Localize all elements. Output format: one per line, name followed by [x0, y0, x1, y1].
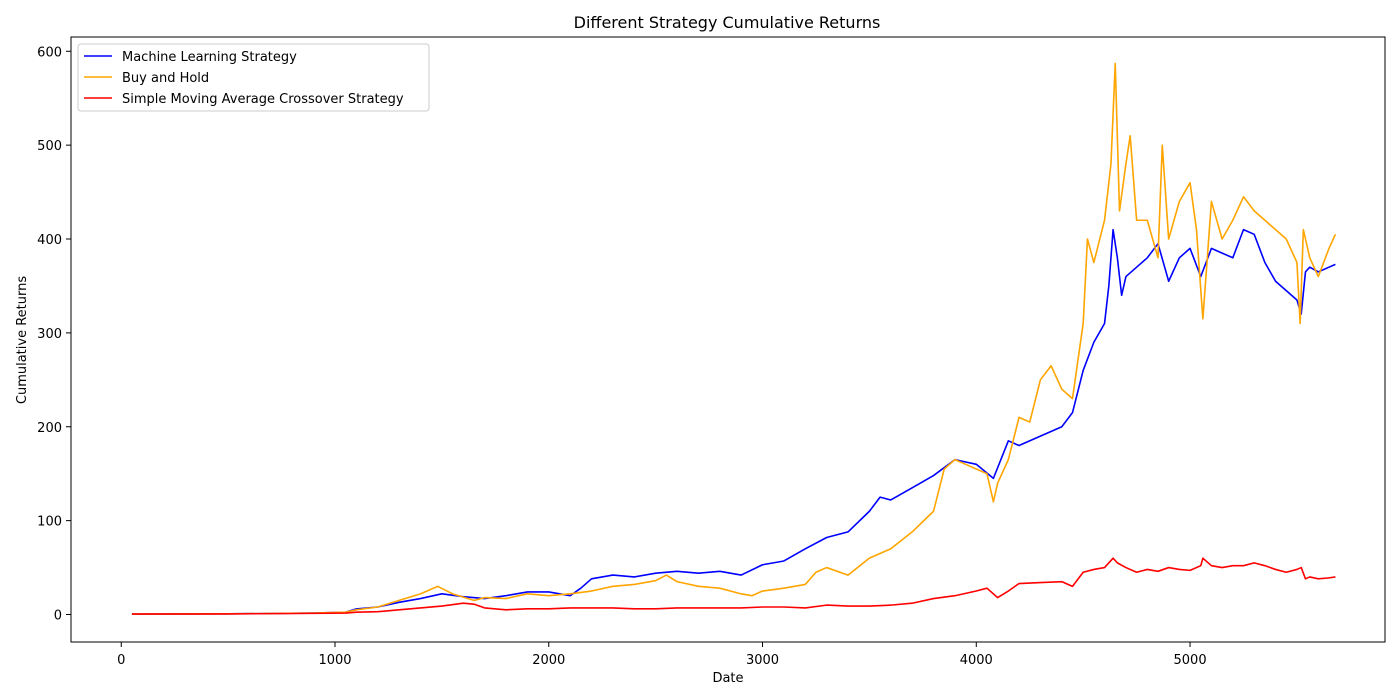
series-line-2 [131, 557, 1336, 615]
y-axis: 0 100 200 300 400 500 600 [37, 45, 71, 623]
legend-label-0: Machine Learning Strategy [122, 50, 297, 65]
x-axis: 0 1000 2000 3000 4000 5000 [117, 642, 1207, 668]
series-layer [131, 62, 1337, 615]
legend-box [77, 43, 430, 112]
legend-items: Machine Learning Strategy Buy and Hold Sim… [84, 50, 404, 107]
x-axis-label: Date [712, 671, 743, 686]
y-tick-label: 100 [37, 515, 62, 530]
y-tick-label: 400 [37, 233, 62, 248]
y-tick-label: 200 [37, 421, 62, 436]
x-tick-label: 5000 [1174, 653, 1207, 668]
legend-label-2: Simple Moving Average Crossover Strategy [122, 92, 404, 107]
legend: Machine Learning Strategy Buy and Hold Sim… [77, 43, 430, 112]
axes-frame [70, 36, 1386, 643]
legend-label-1: Buy and Hold [122, 71, 209, 86]
y-tick-label: 0 [54, 608, 62, 623]
series-line-0 [131, 228, 1336, 615]
x-tick-label: 2000 [532, 653, 565, 668]
x-tick-label: 0 [117, 653, 125, 668]
y-tick-label: 600 [37, 45, 62, 60]
y-tick-label: 300 [37, 327, 62, 342]
series-line-1 [131, 62, 1337, 615]
chart-title: Different Strategy Cumulative Returns [574, 13, 881, 32]
x-tick-label: 3000 [746, 653, 779, 668]
x-tick-label: 1000 [318, 653, 351, 668]
y-axis-label: Cumulative Returns [15, 276, 30, 404]
y-tick-label: 500 [37, 139, 62, 154]
x-tick-label: 4000 [960, 653, 993, 668]
